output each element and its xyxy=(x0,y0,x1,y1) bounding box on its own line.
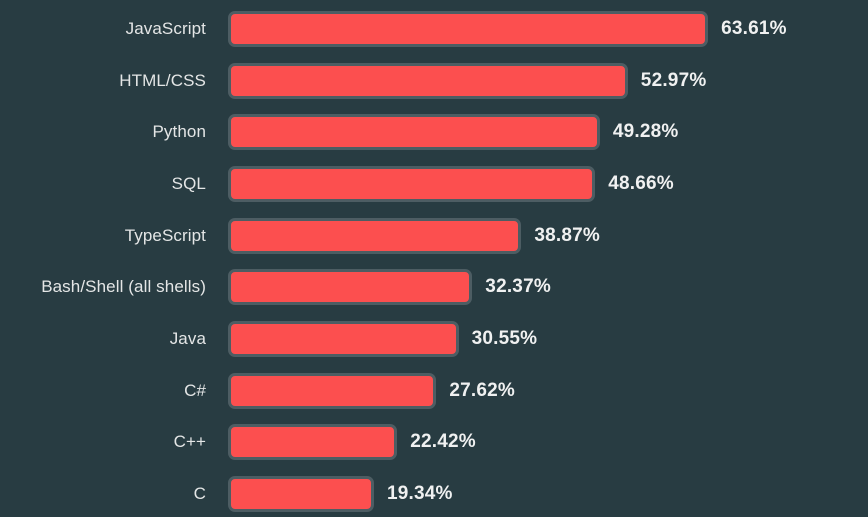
category-label: HTML/CSS xyxy=(119,70,206,90)
bar xyxy=(228,10,709,47)
category-label: TypeScript xyxy=(124,225,206,245)
value-label: 27.62% xyxy=(449,379,516,401)
bar xyxy=(228,269,473,306)
category-label: Python xyxy=(152,122,206,142)
bar xyxy=(228,424,398,461)
chart-row: JavaScript 63.61% xyxy=(0,3,868,55)
value-label: 52.97% xyxy=(640,69,707,91)
value-label: 19.34% xyxy=(387,483,453,505)
bar-track: 38.87% xyxy=(228,217,868,254)
category-label: JavaScript xyxy=(125,18,206,38)
value-label: 48.66% xyxy=(608,172,674,194)
bar-track: 22.42% xyxy=(228,424,868,461)
chart-row: HTML/CSS 52.97% xyxy=(0,55,868,107)
bar xyxy=(228,320,459,357)
bar-track: 48.66% xyxy=(228,165,868,202)
bar-track: 19.34% xyxy=(228,476,868,513)
bar-track: 32.37% xyxy=(228,269,868,306)
bar xyxy=(228,114,600,151)
value-label: 30.55% xyxy=(471,327,538,349)
category-label: C++ xyxy=(173,432,206,452)
bar xyxy=(228,476,374,513)
chart-row: C++ 22.42% xyxy=(0,417,868,469)
chart-row: C 19.34% xyxy=(0,468,868,517)
value-label: 49.28% xyxy=(612,121,679,143)
bar xyxy=(228,165,596,202)
category-label: C xyxy=(193,484,206,504)
chart-row: C# 27.62% xyxy=(0,365,868,417)
chart-row: Python 49.28% xyxy=(0,106,868,158)
bar xyxy=(228,62,628,99)
value-label: 32.37% xyxy=(485,276,551,298)
value-label: 38.87% xyxy=(534,224,601,246)
category-label: Bash/Shell (all shells) xyxy=(41,277,206,297)
bar-track: 49.28% xyxy=(228,114,868,151)
bar-track: 30.55% xyxy=(228,320,868,357)
chart-row: Bash/Shell (all shells) 32.37% xyxy=(0,261,868,313)
bar xyxy=(228,372,437,409)
chart-row: SQL 48.66% xyxy=(0,158,868,210)
value-label: 63.61% xyxy=(721,17,787,39)
bar-track: 27.62% xyxy=(228,372,868,409)
chart-row: TypeScript 38.87% xyxy=(0,210,868,262)
category-label: Java xyxy=(169,328,206,348)
value-label: 22.42% xyxy=(410,431,476,453)
category-label: C# xyxy=(184,380,206,400)
category-label: SQL xyxy=(171,173,206,193)
chart-row: Java 30.55% xyxy=(0,313,868,365)
bar-track: 63.61% xyxy=(228,10,868,47)
bar xyxy=(228,217,522,254)
bar-track: 52.97% xyxy=(228,62,868,99)
